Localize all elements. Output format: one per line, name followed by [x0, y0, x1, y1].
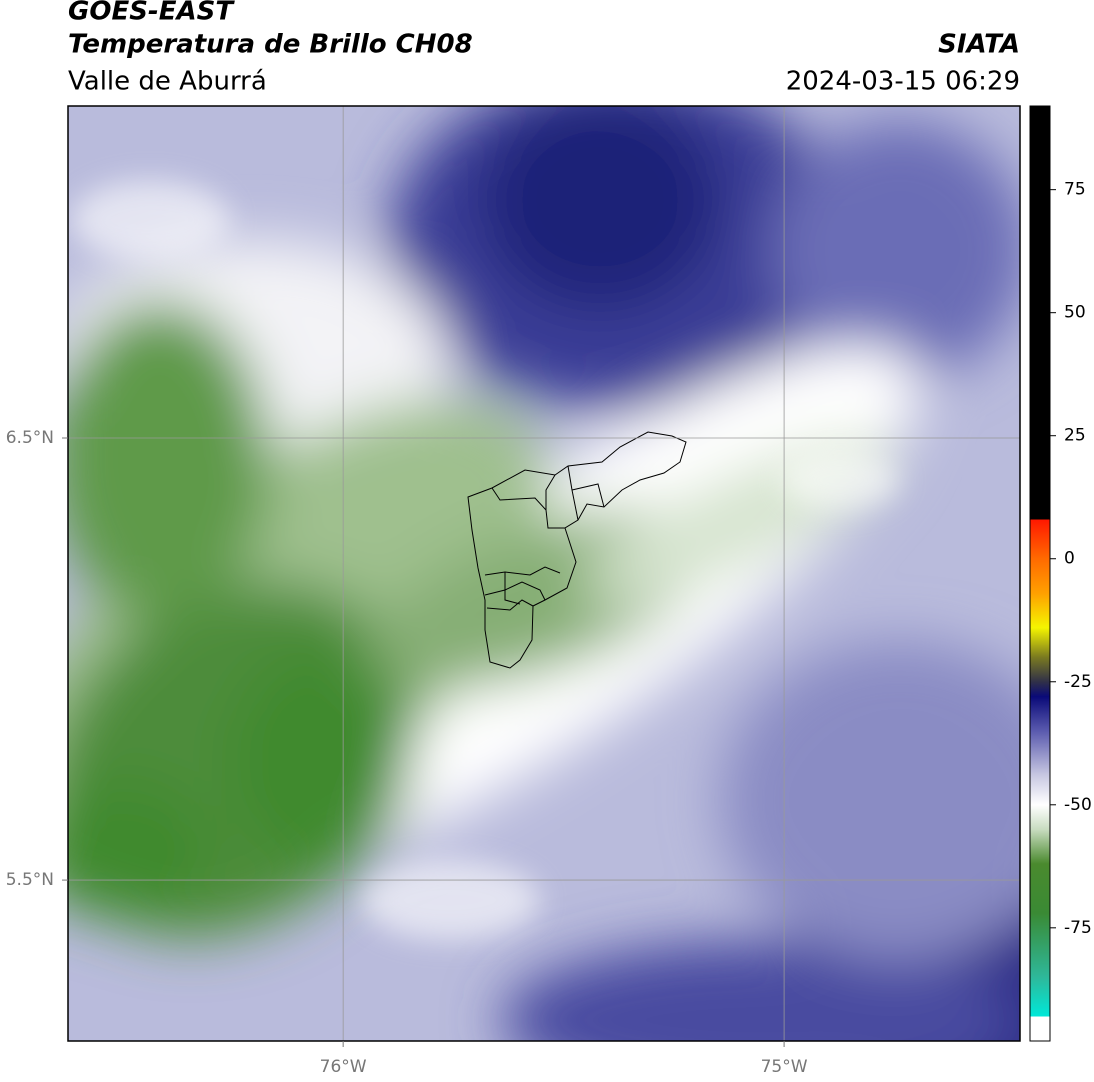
colorbar-tick-label: -50	[1064, 795, 1092, 815]
timestamp: 2024-03-15 06:29	[786, 67, 1020, 97]
map-frame	[67, 105, 1021, 1042]
y-tick-label: 5.5°N	[6, 870, 54, 890]
agency: SIATA	[938, 30, 1020, 60]
y-tick-label: 6.5°N	[6, 428, 54, 448]
colorbar: 75 50 25 0 -25 -50 -75	[1029, 105, 1092, 1042]
municipal-boundaries	[467, 431, 687, 669]
colorbar-tick-label: -25	[1064, 672, 1092, 692]
colorbar-tick-label: 0	[1064, 549, 1075, 569]
colorbar-tick-label: 50	[1064, 303, 1086, 323]
product-title: Temperatura de Brillo CH08	[68, 30, 473, 60]
region-title: Valle de Aburrá	[68, 67, 267, 97]
colorbar-scale	[1029, 105, 1051, 1042]
colorbar-tick-label: 75	[1064, 180, 1086, 200]
colorbar-tick-label: -75	[1064, 918, 1092, 938]
graticule	[68, 106, 1020, 1041]
x-tick-label: 76°W	[320, 1057, 367, 1077]
colorbar-tick-label: 25	[1064, 426, 1086, 446]
satellite-title: GOES-EAST	[68, 0, 235, 27]
x-tick-label: 75°W	[761, 1057, 808, 1077]
satellite-image	[68, 106, 1020, 1041]
